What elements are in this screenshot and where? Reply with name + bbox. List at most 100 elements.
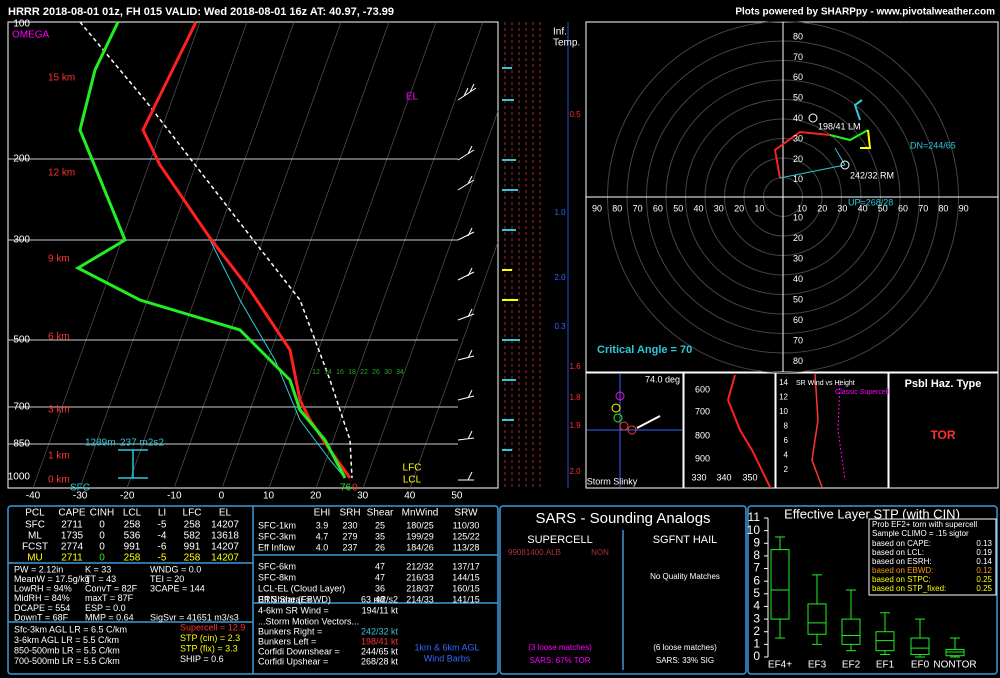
height-label: 1 km [48,451,70,462]
thermo-cell: 258 [124,520,141,531]
temp-label: -20 [120,491,135,502]
sfc-label: SFC [70,483,90,494]
thermo-cell: 14207 [211,542,239,553]
skewt-frame [7,21,499,489]
rm-label: 242/32 RM [850,170,894,180]
kin-cell: 47 [375,572,385,582]
theta-y: 800 [695,430,710,440]
critical-angle: Critical Angle = 70 [597,344,692,356]
sars-none: No Quality Matches [650,572,720,581]
kin-extra: 4-6km SR Wind = [258,605,329,615]
thermo-header: LFC [183,508,202,519]
inf-label: 1.0 [554,208,566,217]
height-label: 3 km [48,405,70,416]
thermo-cell: 991 [184,542,201,553]
srwind-y: 6 [784,436,789,445]
pressure-label: 200 [13,154,30,165]
kin-cell: 48 [375,594,385,604]
motion-label: Corfidi Downshear = [258,646,340,656]
wind-barbs [457,83,477,481]
hazard-frame [888,372,999,489]
barb-note: Wind Barbs [424,653,471,663]
y-tick-label: 1 [753,637,760,651]
ring-label: 30 [793,133,803,143]
legend-row: based on CAPE: [872,539,931,548]
thermo-cell: 13618 [211,531,239,542]
ring-label: 10 [793,174,803,184]
sars-title: SARS - Sounding Analogs [535,510,710,527]
sars-prob: SARS: 67% TOR [529,656,590,665]
index-cell: ESP = 0.0 [85,603,126,613]
inf-label: 1.6 [569,362,581,371]
srwind-y: 4 [784,451,789,460]
box [945,648,965,657]
ring-label: 40 [693,203,703,213]
ring-label: 20 [734,203,744,213]
slinky [587,373,846,488]
isobars [8,158,458,445]
inf-label: 0.3 [554,322,566,331]
kin-cell: 137/17 [452,561,480,571]
legend-box [868,518,997,596]
y-tick-label: 2 [753,624,760,638]
thermo-cell: 1735 [61,531,84,542]
sars-match: 99081400.ALB [508,548,561,557]
header-title: HRRR 2018-08-01 01z, FH 015 VALID: Wed 2… [8,6,394,18]
ring-label: 20 [793,154,803,164]
thermo-cell: 2711 [61,520,83,531]
height-label: 15 km [48,73,75,84]
inf-title: Temp. [553,38,580,49]
kin-cell: 110/30 [453,520,480,530]
dn-label: DN=244/65 [910,140,956,150]
theta-x: 340 [716,472,731,482]
omega-label: OMEGA [12,30,50,41]
kin-cell: 279 [342,531,357,541]
y-tick-label: 5 [753,586,760,600]
legend-value: 0.25 [976,575,992,584]
index-cell: DCAPE = 554 [14,603,70,613]
motion-label: Bunkers Right = [258,626,322,636]
box [910,637,930,655]
composite-index: STP (fix) = 3.3 [180,643,238,653]
index-cell: TEI = 20 [150,574,184,584]
barb-note: 1km & 6km AGL [414,642,479,652]
thermo-cell: 991 [124,542,141,553]
inf-label: 1.9 [569,421,581,430]
theta-y: 900 [695,453,710,463]
kin-cell: 141/15 [452,594,480,604]
motion-title: ...Storm Motion Vectors... [258,616,359,626]
index-cell: MidRH = 84% [14,593,70,603]
thermo-cell: FCST [22,542,48,553]
legend-value: 0.12 [976,566,992,575]
legend-row: based on LCL: [872,548,924,557]
y-tick-label: 7 [753,561,760,575]
stp-boxes [764,517,965,658]
kin-cell: 47 [375,561,385,571]
motion-value: 198/41 kt [361,636,399,646]
theta-y: 600 [695,384,710,394]
eff-inflow-bar [118,449,148,479]
index-cell: maxT = 87F [85,593,134,603]
kin-cell: LCL-EL (Cloud Layer) [258,583,345,593]
ring-label: 70 [793,52,803,62]
ring-label: 90 [592,203,602,213]
motion-label: Corfidi Upshear = [258,656,328,666]
height-label: 12 km [48,168,75,179]
kin-header: SRW [454,508,478,519]
x-tick-label: EF3 [808,660,827,671]
ring-label: 20 [793,233,803,243]
kin-cell: SFC-8km [258,572,296,582]
pressure-label: 500 [13,335,30,346]
mix-label: 18 [348,369,356,376]
sars-head: SUPERCELL [527,534,592,546]
kin-cell: 184/26 [406,542,434,552]
height-label: 9 km [48,254,70,265]
y-tick-label: 9 [753,535,760,549]
stp-frame [747,505,998,675]
srwind-y: 12 [779,393,788,402]
temp-label: -10 [167,491,182,502]
sars-head: SGFNT HAIL [653,534,718,546]
lapse-rate: 3-6km AGL LR = 5.5 C/km [14,635,119,645]
index-cell: MeanW = 17.5g/kg [14,574,90,584]
